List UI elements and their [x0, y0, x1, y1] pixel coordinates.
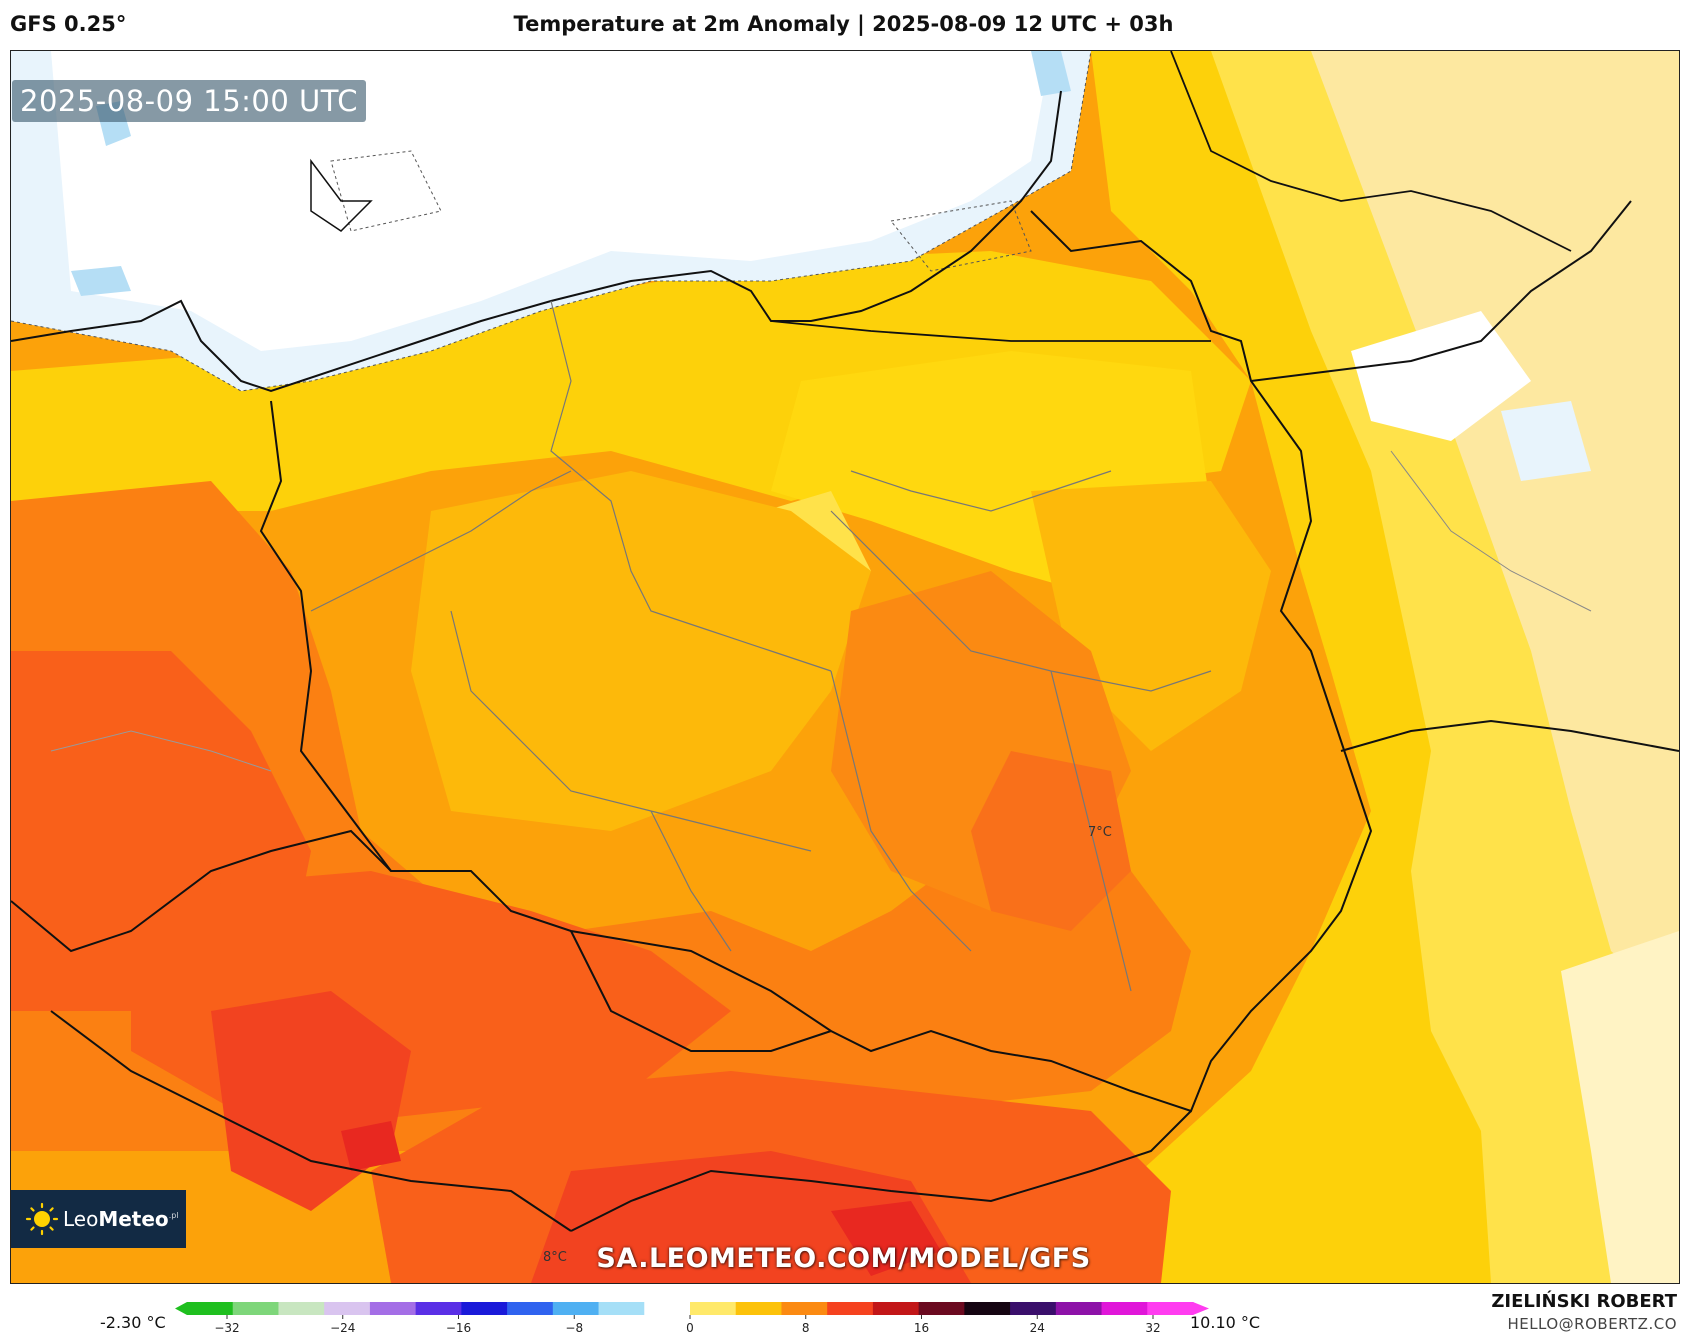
colorbar-swatch — [1055, 1302, 1103, 1315]
light-blue-spot-2 — [1031, 51, 1071, 96]
colorbar-tick-label: −32 — [214, 1321, 239, 1335]
colorbar-swatch — [735, 1302, 782, 1315]
cool-patch-east — [1501, 401, 1591, 481]
border-poland — [259, 210, 1373, 1113]
region-border-2 — [310, 470, 572, 612]
colorbar-swatch — [690, 1302, 737, 1315]
colorbar-tick-label: −24 — [330, 1321, 355, 1335]
sea-white — [51, 51, 1051, 351]
border-slovakia-hungary — [570, 1110, 1192, 1232]
colorbar-swatch — [918, 1302, 965, 1315]
leometeo-logo[interactable]: LeoMeteo.pl — [11, 1190, 186, 1248]
colorbar-swatch — [461, 1302, 508, 1315]
colorbar-tick-label: 8 — [802, 1321, 810, 1335]
colorbar-tick-label: −16 — [446, 1321, 471, 1335]
region-border-4 — [830, 510, 1212, 692]
sun-icon — [25, 1202, 59, 1236]
colorbar: −32 −24 −16 −8 0 8 16 24 32 — [175, 1302, 1209, 1335]
light-yellow-northeast — [1311, 51, 1679, 1011]
colorbar-max-label: 10.10 °C — [1190, 1313, 1261, 1332]
region-border-10 — [1390, 450, 1592, 612]
red-orange-spot — [971, 751, 1131, 931]
deep-red-spot-2 — [831, 1201, 941, 1276]
colorbar-tick-label: −8 — [565, 1321, 583, 1335]
colorbar-tick-label: 24 — [1030, 1321, 1045, 1335]
colorbar-swatch — [1101, 1302, 1148, 1315]
region-border-9 — [50, 730, 272, 772]
border-baltics — [1170, 51, 1572, 252]
region-border-3 — [450, 610, 812, 852]
contour-sea-1 — [890, 200, 1032, 272]
deep-red-spot-1 — [341, 1121, 401, 1171]
colorbar-max-arrow — [1193, 1302, 1209, 1315]
author-name: ZIELIŃSKI ROBERT — [1491, 1291, 1677, 1312]
colorbar-swatch — [278, 1302, 325, 1315]
source-url-watermark: SA.LEOMETEO.COM/MODEL/GFS — [596, 1243, 1091, 1274]
border-kaliningrad — [770, 320, 1211, 342]
colorbar-swatch — [232, 1302, 279, 1315]
border-czech-slovakia — [570, 930, 832, 1052]
region-border-6 — [1050, 670, 1132, 992]
logo-text: LeoMeteo.pl — [63, 1207, 179, 1231]
contour-zero — [11, 51, 1092, 392]
island-bornholm — [310, 158, 373, 232]
colorbar-tick-label: 0 — [686, 1321, 694, 1335]
pale-yellow-southeast — [1561, 931, 1679, 1283]
colorbar-swatch — [827, 1302, 874, 1315]
region-border-5 — [830, 670, 972, 952]
point-label-8c: 8°C — [543, 1250, 567, 1265]
author-email[interactable]: HELLO@ROBERTZ.CO — [1507, 1315, 1677, 1333]
valid-time-badge: 2025-08-09 15:00 UTC — [12, 80, 367, 122]
colorbar-swatch — [187, 1302, 234, 1315]
colorbar-swatch — [369, 1302, 417, 1315]
coastline — [11, 90, 1062, 393]
colorbar-min-arrow — [175, 1302, 187, 1315]
border-lithuania-belarus — [1250, 200, 1632, 382]
colorbar-swatch — [415, 1302, 462, 1315]
map-canvas — [11, 51, 1679, 1283]
contour-sea-2 — [330, 150, 442, 232]
point-label-7c: 7°C — [1088, 825, 1112, 840]
region-border-7 — [650, 810, 732, 952]
colorbar-swatch — [552, 1302, 600, 1315]
colorbar-swatch — [324, 1302, 371, 1315]
map-title: Temperature at 2m Anomaly | 2025-08-09 1… — [513, 12, 1174, 36]
colorbar-swatch — [1010, 1302, 1057, 1315]
anomaly-map[interactable] — [10, 50, 1680, 1284]
colorbar-swatch — [1147, 1302, 1194, 1315]
colorbar-swatch — [872, 1302, 920, 1315]
border-belarus-ukraine — [1340, 719, 1679, 752]
region-border-1 — [550, 300, 832, 672]
colorbar-swatch — [781, 1302, 828, 1315]
colorbar-swatch — [964, 1302, 1011, 1315]
amber-central — [411, 471, 871, 831]
border-czech-germany — [11, 829, 392, 953]
light-blue-spot-3 — [71, 266, 131, 296]
colorbar-swatch — [507, 1302, 554, 1315]
region-border-8 — [850, 470, 1112, 512]
colorbar-min-label: -2.30 °C — [100, 1313, 166, 1332]
border-czech-austria — [50, 1010, 572, 1232]
model-label: GFS 0.25° — [10, 12, 127, 36]
colorbar-tick-label: 16 — [914, 1321, 929, 1335]
white-patch-east — [1351, 311, 1531, 441]
colorbar-swatch — [598, 1302, 645, 1315]
colorbar-swatch — [644, 1302, 691, 1315]
colorbar-tick-label: 32 — [1145, 1321, 1160, 1335]
